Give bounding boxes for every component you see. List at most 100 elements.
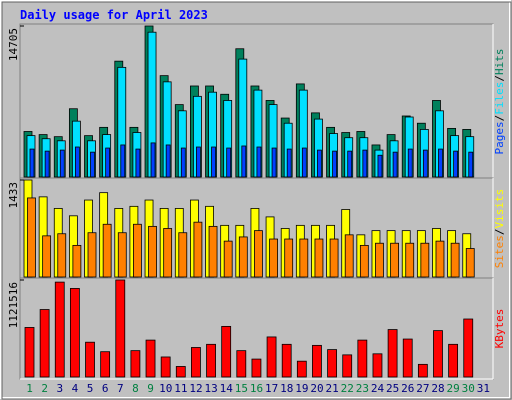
bar [387, 329, 398, 378]
bar [24, 327, 35, 378]
bar [327, 349, 337, 378]
x-tick-label: 7 [117, 382, 124, 395]
x-tick-label: 5 [87, 382, 94, 395]
bar [254, 230, 263, 278]
x-tick-label: 21 [326, 382, 339, 395]
bar [284, 238, 294, 278]
bar [392, 151, 398, 178]
bar [332, 150, 337, 178]
bar [87, 232, 97, 278]
x-tick-label: 15 [235, 382, 248, 395]
x-tick-label: 31 [477, 382, 490, 395]
bar [133, 223, 142, 278]
x-tick-label: 8 [132, 382, 139, 395]
bar [271, 147, 277, 178]
x-tick-label: 16 [250, 382, 263, 395]
bar [178, 232, 188, 278]
bar [463, 318, 474, 378]
x-tick-label: 28 [431, 382, 444, 395]
bar [208, 225, 218, 278]
x-tick-label: 3 [57, 382, 64, 395]
bar [180, 147, 186, 178]
x-tick-label: 18 [280, 382, 293, 395]
bar [102, 223, 112, 278]
legend-separator: / [493, 75, 506, 82]
bar [191, 347, 201, 378]
bar [238, 236, 248, 278]
legend-entry: Files [493, 82, 506, 115]
bar [420, 242, 430, 278]
bar [206, 343, 216, 378]
bar [422, 149, 428, 178]
bar [344, 234, 354, 278]
bar [299, 238, 309, 278]
x-tick-label: 29 [447, 382, 460, 395]
bar [468, 151, 474, 178]
x-tick-label: 1 [26, 382, 33, 395]
bar [165, 144, 171, 178]
bar [342, 354, 353, 378]
bar [29, 148, 35, 178]
x-tick-label: 12 [189, 382, 202, 395]
x-tick-label: 24 [371, 382, 385, 395]
bar [301, 147, 307, 178]
bar [130, 350, 141, 378]
x-tick-label: 30 [462, 382, 475, 395]
bar [115, 279, 126, 378]
legend-separator: / [493, 229, 506, 236]
bar [59, 149, 65, 178]
bar [256, 146, 262, 178]
bar [54, 281, 65, 378]
bar [85, 341, 95, 378]
bar [160, 356, 171, 378]
bar [135, 148, 141, 178]
bar [150, 142, 156, 178]
bar [281, 343, 292, 378]
bar [105, 147, 111, 178]
legend: KBytes [493, 309, 506, 349]
x-tick-label: 14 [220, 382, 234, 395]
bar [417, 363, 428, 378]
bar [236, 350, 247, 378]
y-tick-label: 1433 [7, 182, 20, 209]
bar [314, 238, 324, 278]
x-tick-label: 20 [310, 382, 323, 395]
bar [241, 145, 247, 178]
legend-entry: Visits [493, 189, 506, 229]
x-tick-label: 11 [174, 382, 187, 395]
x-tick-label: 22 [341, 382, 354, 395]
bar [163, 228, 173, 278]
bar [39, 309, 50, 378]
x-tick-label: 13 [204, 382, 217, 395]
bar [57, 233, 67, 278]
bar [44, 150, 50, 178]
bar [90, 151, 95, 178]
bar [359, 244, 369, 278]
bar [450, 242, 460, 278]
bar [372, 353, 383, 378]
bar [100, 351, 111, 378]
legend: Sites/Visits [493, 189, 506, 269]
bar [405, 242, 415, 278]
legend-entry: Hits [493, 49, 506, 76]
bar [362, 149, 368, 178]
y-tick-label: 1121516 [7, 282, 20, 328]
x-tick-label: 25 [386, 382, 399, 395]
bar [120, 144, 126, 178]
bar [27, 197, 36, 278]
bar [347, 150, 353, 178]
bar [117, 232, 127, 278]
bar [448, 343, 459, 378]
bar [266, 336, 277, 378]
chart-title: Daily usage for April 2023 [20, 8, 208, 22]
bar [193, 221, 203, 278]
bar [269, 238, 278, 278]
x-tick-label: 19 [295, 382, 308, 395]
bar [251, 358, 262, 378]
x-tick-label: 26 [401, 382, 414, 395]
bar [221, 325, 232, 378]
y-tick-label: 14705 [7, 28, 20, 61]
